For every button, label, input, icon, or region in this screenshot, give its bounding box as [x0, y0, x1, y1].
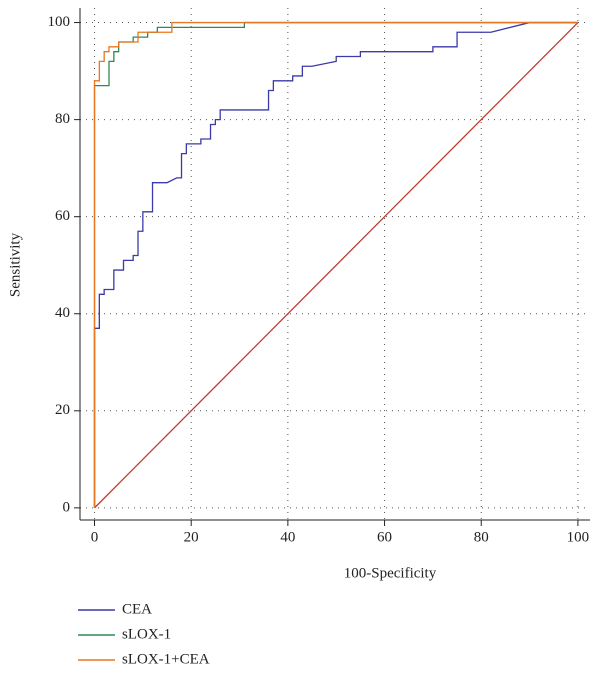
y-tick-label: 0 [63, 499, 71, 515]
x-axis-label: 100-Specificity [344, 565, 437, 581]
y-tick-label: 100 [48, 14, 71, 30]
legend-label: sLOX-1+CEA [122, 651, 210, 667]
x-tick-label: 60 [377, 529, 392, 545]
roc-line [93, 21, 578, 508]
roc-line [93, 21, 578, 508]
x-tick-label: 40 [280, 529, 295, 545]
reference-line [94, 22, 579, 509]
legend-label: sLOX-1 [122, 626, 171, 642]
x-tick-label: 0 [91, 529, 99, 545]
x-tick-label: 100 [567, 529, 590, 545]
legend-label: CEA [122, 601, 152, 617]
y-tick-label: 60 [55, 208, 70, 224]
x-tick-label: 20 [184, 529, 199, 545]
y-tick-label: 40 [55, 305, 70, 321]
x-tick-label: 80 [474, 529, 489, 545]
y-tick-label: 80 [55, 111, 70, 127]
y-tick-label: 20 [55, 402, 70, 418]
y-axis-label: Sensitivity [7, 232, 23, 297]
